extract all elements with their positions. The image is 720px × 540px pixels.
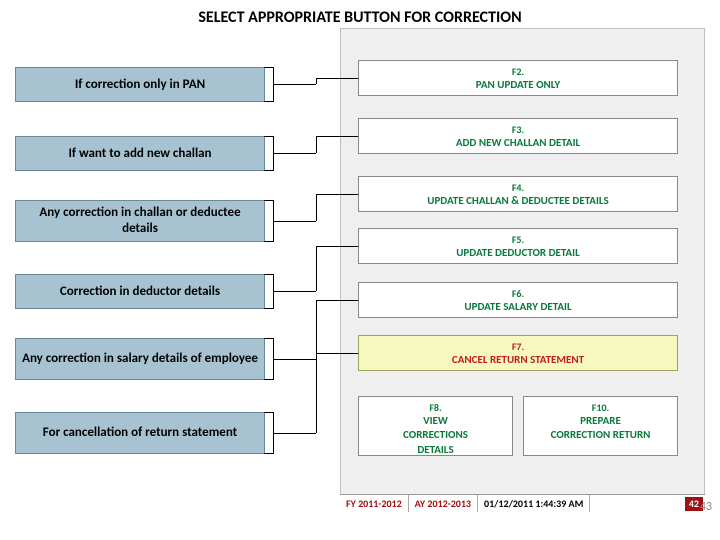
connector-line [316,300,358,301]
status-ay-label: AY [415,497,425,510]
function-button[interactable]: F10.PREPARECORRECTION RETURN [523,396,678,456]
page-number: 43 [700,500,712,514]
description-label: Correction in deductor details [15,274,265,309]
slide-container: SELECT APPROPRIATE BUTTON FOR CORRECTION… [0,0,720,540]
function-button-label: PAN UPDATE ONLY [476,78,560,91]
label-bracket [264,67,274,102]
function-key-label: F3. [359,123,677,136]
label-bracket [264,136,274,171]
function-button[interactable]: F6.UPDATE SALARY DETAIL [358,282,678,318]
connector-line [274,84,316,85]
connector-line [316,194,317,221]
connector-line [316,136,317,153]
function-button[interactable]: F3.ADD NEW CHALLAN DETAIL [358,118,678,154]
connector-line [316,78,358,79]
connector-line [274,359,316,360]
function-key-label: F4. [359,181,677,194]
function-button[interactable]: F5.UPDATE DEDUCTOR DETAIL [358,228,678,264]
function-button-label: UPDATE DEDUCTOR DETAIL [456,246,580,259]
function-button-label: PREPARECORRECTION RETURN [551,414,651,441]
function-key-label: F7. [359,340,677,353]
description-label: Any correction in salary details of empl… [15,338,265,380]
connector-line [274,291,316,292]
connector-line [316,246,358,247]
function-button-label: VIEWCORRECTIONSDETAILS [403,414,468,456]
connector-line [274,221,316,222]
function-button-label: ADD NEW CHALLAN DETAIL [456,136,580,149]
function-button-label: CANCEL RETURN STATEMENT [452,353,584,366]
slide-title: SELECT APPROPRIATE BUTTON FOR CORRECTION [0,8,720,27]
label-bracket [264,200,274,242]
function-button[interactable]: F2.PAN UPDATE ONLY [358,60,678,96]
connector-line [316,136,358,137]
status-fy-value: 2011-2012 [358,497,402,510]
status-datetime: 01/12/2011 1:44:39 AM [478,495,590,512]
function-button-label: UPDATE SALARY DETAIL [464,300,571,313]
label-bracket [264,412,274,454]
function-key-label: F2. [359,65,677,78]
function-button[interactable]: F8.VIEWCORRECTIONSDETAILS [358,396,513,456]
description-label: If want to add new challan [15,136,265,171]
connector-line [316,246,317,291]
function-key-label: F6. [359,287,677,300]
function-button[interactable]: F7.CANCEL RETURN STATEMENT [358,335,678,371]
description-label: For cancellation of return statement [15,412,265,454]
label-bracket [264,274,274,309]
function-key-label: F8. [359,401,512,414]
status-ay-value: 2012-2013 [427,497,471,510]
connector-line [274,433,316,434]
status-fy-label: FY [346,497,356,510]
connector-line [316,300,317,359]
function-key-label: F10. [524,401,677,414]
connector-line [316,353,358,354]
function-button-label: UPDATE CHALLAN & DEDUCTEE DETAILS [427,194,608,207]
status-fy: FY 2011-2012 [340,495,409,512]
connector-line [316,353,317,433]
function-button[interactable]: F4.UPDATE CHALLAN & DEDUCTEE DETAILS [358,176,678,212]
description-label: If correction only in PAN [15,67,265,102]
description-label: Any correction in challan or deductee de… [15,200,265,242]
connector-line [274,153,316,154]
status-bar: FY 2011-2012 AY 2012-2013 01/12/2011 1:4… [340,494,705,512]
function-key-label: F5. [359,233,677,246]
status-ay: AY 2012-2013 [409,495,478,512]
label-bracket [264,338,274,380]
connector-line [316,194,358,195]
